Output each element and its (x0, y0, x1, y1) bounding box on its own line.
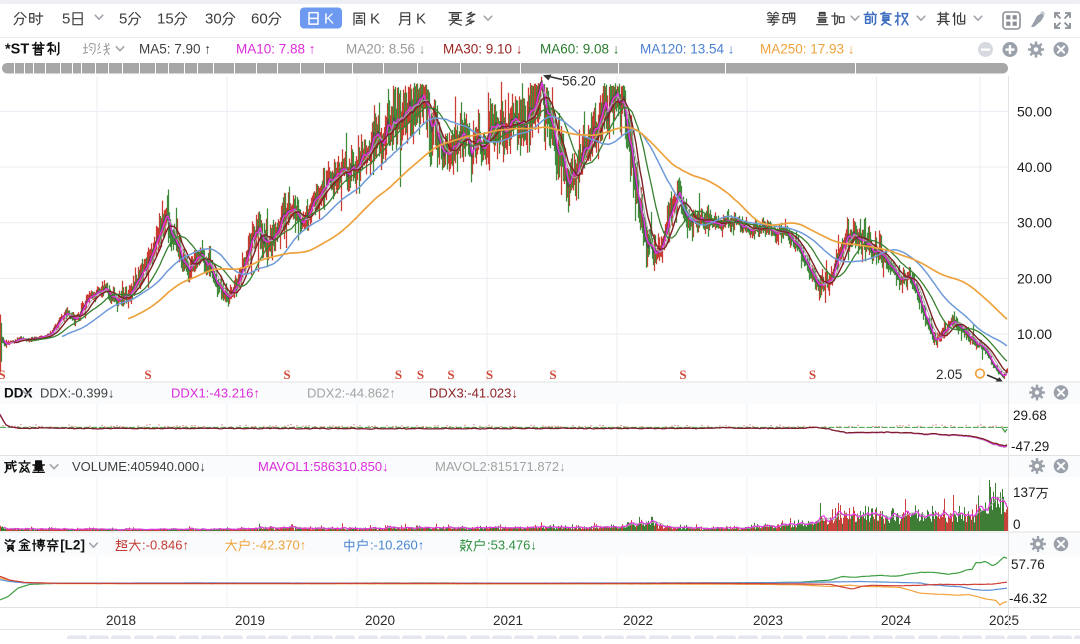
svg-text:2024: 2024 (881, 613, 912, 628)
svg-text:S: S (679, 367, 686, 382)
svg-text:137: 137 (1013, 485, 1036, 500)
svg-text:S: S (417, 367, 424, 382)
svg-text:S: S (486, 367, 493, 382)
svg-text:2023: 2023 (753, 613, 783, 628)
svg-text:60: 60 (251, 11, 268, 28)
svg-text:MA20: 8.56 ↓: MA20: 8.56 ↓ (346, 42, 426, 57)
svg-text:2.05: 2.05 (936, 367, 962, 382)
svg-text:15: 15 (157, 11, 174, 28)
svg-text:20.00: 20.00 (1017, 270, 1052, 286)
svg-text:2021: 2021 (493, 613, 523, 628)
svg-text:29.68: 29.68 (1013, 408, 1047, 423)
svg-text:57.76: 57.76 (1011, 557, 1045, 572)
svg-text:30.00: 30.00 (1017, 215, 1052, 231)
svg-text:MA120: 13.54 ↓: MA120: 13.54 ↓ (640, 42, 735, 57)
svg-text:2020: 2020 (365, 613, 395, 628)
svg-text:10.00: 10.00 (1017, 326, 1052, 342)
svg-text:S: S (0, 367, 6, 382)
svg-text:K: K (416, 11, 426, 28)
svg-text:S: S (144, 367, 151, 382)
svg-text:S: S (447, 367, 454, 382)
svg-text:DDX: DDX (4, 386, 33, 401)
svg-text:[L2]: [L2] (60, 538, 85, 553)
svg-text:2022: 2022 (623, 613, 653, 628)
svg-text:56.20: 56.20 (562, 74, 596, 89)
svg-text:*ST: *ST (5, 42, 29, 58)
svg-text:5: 5 (119, 11, 127, 28)
svg-text:-46.32: -46.32 (1009, 591, 1047, 606)
svg-text:-47.29: -47.29 (1011, 439, 1049, 454)
svg-text:DDX3:-41.023↓: DDX3:-41.023↓ (429, 386, 518, 401)
svg-text:MAVOL2:815171.872↓: MAVOL2:815171.872↓ (435, 459, 566, 474)
svg-text:2025: 2025 (989, 613, 1019, 628)
svg-text:DDX1:-43.216↑: DDX1:-43.216↑ (171, 386, 260, 401)
svg-text:S: S (809, 367, 816, 382)
svg-text:S: S (549, 367, 556, 382)
svg-text:MA5: 7.90 ↑: MA5: 7.90 ↑ (139, 42, 211, 57)
svg-text:MA30: 9.10 ↓: MA30: 9.10 ↓ (443, 42, 523, 57)
svg-text:5: 5 (62, 11, 70, 28)
svg-text::-42.370↑: :-42.370↑ (252, 538, 306, 553)
svg-text:K: K (370, 11, 380, 28)
svg-text:MA10: 7.88 ↑: MA10: 7.88 ↑ (236, 42, 316, 57)
svg-text::-0.846↑: :-0.846↑ (142, 538, 189, 553)
svg-text::-10.260↑: :-10.260↑ (370, 538, 424, 553)
svg-text:DDX2:-44.862↑: DDX2:-44.862↑ (307, 386, 396, 401)
svg-text:0: 0 (1013, 517, 1021, 532)
svg-text:30: 30 (205, 11, 222, 28)
svg-text:VOLUME:405940.000↓: VOLUME:405940.000↓ (72, 459, 206, 474)
svg-text:50.00: 50.00 (1017, 103, 1052, 119)
svg-text:MA250: 17.93 ↓: MA250: 17.93 ↓ (760, 42, 855, 57)
svg-text:S: S (283, 367, 290, 382)
svg-text:40.00: 40.00 (1017, 159, 1052, 175)
svg-text:S: S (395, 367, 402, 382)
svg-text:2019: 2019 (235, 613, 265, 628)
svg-text:2018: 2018 (106, 613, 136, 628)
svg-text:MAVOL1:586310.850↓: MAVOL1:586310.850↓ (258, 459, 389, 474)
svg-text::53.476↓: :53.476↓ (487, 538, 537, 553)
svg-text:DDX:-0.399↓: DDX:-0.399↓ (40, 386, 114, 401)
svg-text:K: K (324, 11, 334, 28)
svg-text:MA60: 9.08 ↓: MA60: 9.08 ↓ (540, 42, 620, 57)
